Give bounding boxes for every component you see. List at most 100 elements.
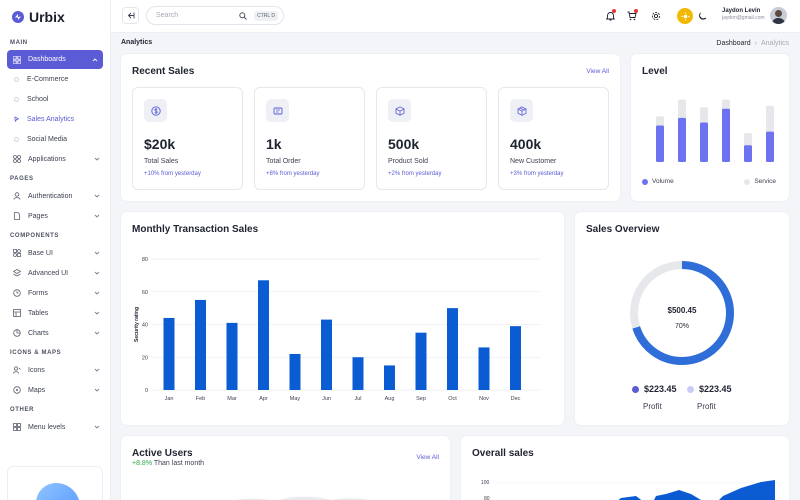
- notifications-button[interactable]: [602, 8, 618, 24]
- level-bar-volume: [678, 117, 686, 162]
- bullet-icon: [14, 76, 19, 82]
- sidebar-item-menu-levels[interactable]: Menu levels: [0, 417, 110, 437]
- sidebar-subitem-school[interactable]: School: [0, 89, 110, 109]
- y-tick-label: 0: [145, 388, 148, 394]
- sidebar-subitem-label: E-Commerce: [27, 75, 69, 83]
- level-bar-volume: [722, 108, 730, 162]
- donut-center-percent: 70%: [675, 323, 689, 330]
- x-tick-label: May: [290, 396, 301, 402]
- stack-icon: [12, 268, 22, 278]
- package-icon: [510, 99, 533, 122]
- card-title: Sales Overview: [586, 224, 660, 235]
- sidebar-toggle-button[interactable]: [122, 7, 139, 24]
- sidebar-subitem-social-media[interactable]: Social Media: [0, 129, 110, 149]
- level-chart: [656, 99, 774, 162]
- chevron-down-icon: [94, 194, 100, 198]
- settings-button[interactable]: [648, 8, 664, 24]
- sales-overview-card: Sales Overview $500.45 70% $223.45 $223.4…: [575, 212, 789, 425]
- legend-swatch: [632, 385, 639, 393]
- top-header: Search CTRL D Jaydon Levin jaydon@gmail.…: [111, 0, 800, 33]
- sales-donut-chart: $500.45 70%: [630, 261, 734, 365]
- legend-label: Profit: [643, 402, 662, 411]
- sidebar-item-charts[interactable]: Charts: [0, 323, 110, 343]
- chevron-down-icon: [94, 271, 100, 275]
- sidebar-item-tables[interactable]: Tables: [0, 303, 110, 323]
- chevron-down-icon: [94, 157, 100, 161]
- bar: [226, 322, 238, 390]
- gear-icon: [651, 11, 661, 21]
- stat-label: New Customer: [510, 158, 557, 165]
- card-title: Active Users: [132, 448, 193, 459]
- sidebar-subitem-label: School: [27, 95, 49, 103]
- legend-swatch: [687, 385, 694, 393]
- search-bar[interactable]: Search CTRL D: [146, 6, 284, 25]
- card-title: Monthly Transaction Sales: [132, 224, 259, 235]
- bar: [163, 317, 175, 390]
- stat-label: Total Sales: [144, 158, 179, 165]
- overall-sales-area: [495, 480, 781, 500]
- grid-icon: [12, 422, 22, 432]
- bar: [195, 299, 206, 390]
- sidebar-item-pages[interactable]: Pages: [0, 206, 110, 226]
- brand-logo[interactable]: Urbix: [0, 0, 110, 33]
- x-tick-label: Sep: [416, 396, 426, 402]
- chevron-up-icon: [92, 57, 98, 61]
- avatar[interactable]: [770, 7, 787, 24]
- sidebar-subitem-label: Sales Analytics: [27, 115, 75, 123]
- x-tick-label: Aug: [385, 396, 395, 402]
- donut-center-value: $500.45: [668, 306, 697, 315]
- level-bar-volume: [766, 131, 774, 162]
- card-title: Recent Sales: [132, 66, 195, 77]
- sidebar-item-forms[interactable]: Forms: [0, 283, 110, 303]
- cart-button[interactable]: [624, 8, 640, 24]
- stat-value: $20k: [144, 136, 176, 152]
- section-icons-maps: ICONS & MAPS: [10, 350, 62, 356]
- sidebar-item-base-ui[interactable]: Base UI: [0, 243, 110, 263]
- bar: [258, 280, 269, 390]
- bullet-icon: [14, 96, 19, 102]
- breadcrumb-root[interactable]: Dashboard: [716, 40, 751, 47]
- sidebar-item-advanced-ui[interactable]: Advanced UI: [0, 263, 110, 283]
- search-input[interactable]: Search: [156, 12, 179, 19]
- sidebar-item-label: Maps: [28, 386, 46, 394]
- section-main: MAIN: [10, 40, 28, 46]
- receipt-icon: [266, 99, 289, 122]
- view-all-link[interactable]: View All: [586, 68, 609, 75]
- chevron-down-icon: [94, 291, 100, 295]
- sidebar-item-dashboards[interactable]: Dashboards: [7, 50, 103, 69]
- chevron-down-icon: [94, 311, 100, 315]
- light-mode-button[interactable]: [677, 8, 693, 24]
- user-menu[interactable]: Jaydon Levin jaydon@gmail.com: [722, 8, 765, 21]
- legend-value: $223.45: [644, 384, 677, 394]
- bar: [289, 353, 301, 390]
- sidebar-item-authentication[interactable]: Authentication: [0, 186, 110, 206]
- y-tick-label: 60: [142, 290, 148, 296]
- avatar-body: [772, 18, 785, 24]
- sidebar-item-label: Icons: [28, 366, 45, 374]
- sidebar-item-label: Base UI: [28, 249, 53, 257]
- stat-card-total-sales: $20k Total Sales +10% from yesterday: [132, 87, 243, 190]
- sidebar-item-label: Tables: [28, 309, 49, 317]
- bar: [415, 332, 427, 390]
- y-tick-label: 20: [142, 355, 148, 361]
- sidebar-item-maps[interactable]: Maps: [0, 380, 110, 400]
- sidebar-item-label: Forms: [28, 289, 48, 297]
- world-map: [236, 496, 369, 500]
- breadcrumb: Dashboard › Analytics: [716, 40, 789, 47]
- chevron-down-icon: [94, 214, 100, 218]
- collapse-icon: [127, 12, 135, 19]
- sidebar-item-icons[interactable]: Icons: [0, 360, 110, 380]
- avatar-head: [775, 10, 782, 17]
- monthly-bar-chart: 0 20 40 60 80 Security rating Jan Feb Mar Apr May J…: [134, 257, 541, 402]
- level-bar-volume: [700, 122, 708, 162]
- y-tick-label: 80: [142, 257, 148, 263]
- view-all-link[interactable]: View All: [416, 454, 439, 461]
- sun-icon: [681, 12, 689, 20]
- pie-chart-icon: [12, 328, 22, 338]
- sidebar-subitem-sales-analytics[interactable]: Sales Analytics: [0, 109, 110, 129]
- cart-icon: [627, 11, 637, 21]
- y-tick: 80: [484, 496, 490, 500]
- sidebar-item-applications[interactable]: Applications: [0, 149, 110, 169]
- dark-mode-button[interactable]: [694, 8, 710, 24]
- sidebar-subitem-ecommerce[interactable]: E-Commerce: [0, 69, 110, 89]
